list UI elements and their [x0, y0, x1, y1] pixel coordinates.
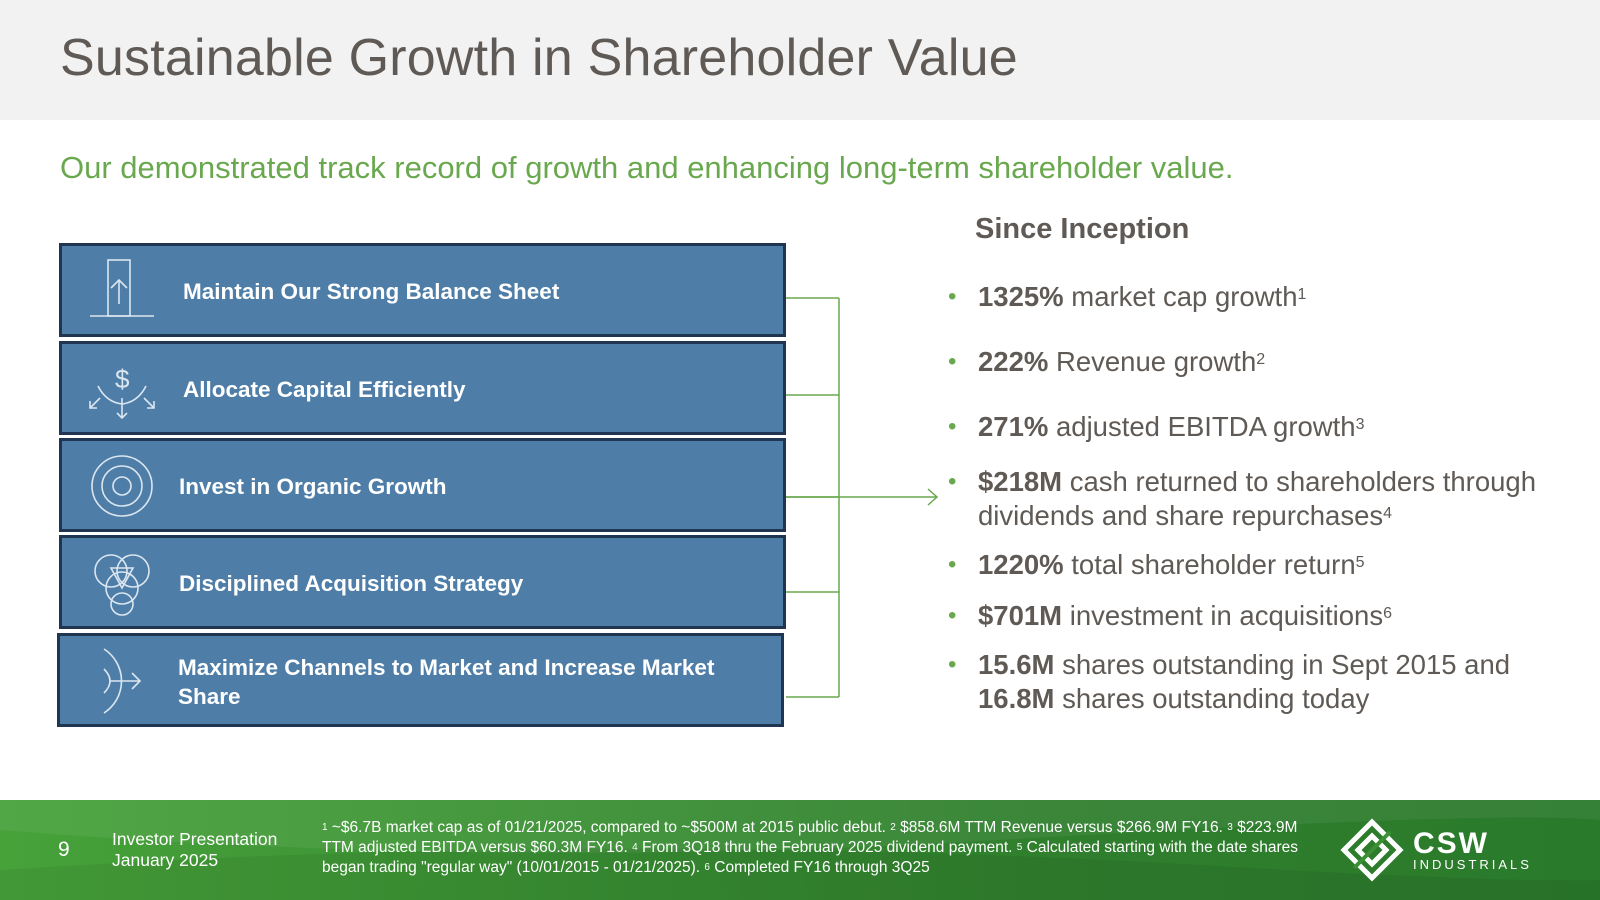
footer-swoosh-decoration	[0, 800, 1600, 900]
bullet-dot-icon: •	[948, 468, 957, 495]
pillar-label: Maintain Our Strong Balance Sheet	[183, 279, 560, 304]
list-item: • 1325% market cap growth1	[948, 281, 1307, 312]
pillar-label: Invest in Organic Growth	[179, 474, 447, 499]
pillar-label: Maximize Channels to Market and Increase…	[178, 655, 715, 709]
since-inception-heading: Since Inception	[975, 213, 1190, 245]
bullet-dot-icon: •	[948, 551, 957, 578]
page-subtitle: Our demonstrated track record of growth …	[60, 150, 1234, 185]
footer-band	[0, 800, 1600, 900]
bullet-dot-icon: •	[948, 283, 957, 310]
list-item: • 222% Revenue growth2	[948, 346, 1266, 377]
csw-logo-icon	[1340, 818, 1404, 882]
pillar-organic: Invest in Organic Growth	[59, 438, 786, 532]
target-icon	[91, 455, 153, 517]
pillar-label: Allocate Capital Efficiently	[183, 377, 466, 402]
list-item: • 271% adjusted EBITDA growth3	[948, 411, 1365, 442]
logo-wordmark: CSW	[1413, 827, 1489, 860]
list-item: • 15.6M shares outstanding in Sept 2015 a…	[948, 649, 1511, 714]
bullet-dot-icon: •	[948, 602, 957, 629]
pillar-acquisition: Disciplined Acquisition Strategy	[59, 535, 786, 629]
pillar-label: Disciplined Acquisition Strategy	[179, 571, 524, 596]
channel-arrow-icon	[103, 648, 142, 714]
page-title: Sustainable Growth in Shareholder Value	[60, 29, 1018, 87]
logo-subtitle: INDUSTRIALS	[1413, 857, 1532, 872]
page-number: 9	[58, 838, 70, 861]
list-item: • $218M cash returned to shareholders thr…	[948, 466, 1536, 531]
dollar-arrows-icon: $	[89, 364, 155, 420]
list-item: • 1220% total shareholder return5	[948, 549, 1365, 580]
bullet-dot-icon: •	[948, 651, 957, 678]
header-band	[0, 0, 1600, 120]
bullet-dot-icon: •	[948, 348, 957, 375]
presentation-label: Investor Presentation January 2025	[112, 829, 278, 870]
pillar-capital: $ Allocate Capital Efficiently	[59, 341, 786, 435]
bullet-dot-icon: •	[948, 413, 957, 440]
interlocking-circles-icon	[94, 554, 150, 616]
balance-sheet-arrow-icon	[90, 259, 154, 317]
list-item: • $701M investment in acquisitions6	[948, 600, 1392, 631]
svg-text:$: $	[115, 364, 130, 394]
pillar-balance-sheet: Maintain Our Strong Balance Sheet	[59, 243, 786, 337]
pillar-channels: Maximize Channels to Market and Increase…	[57, 633, 784, 727]
footnotes: 1 ~$6.7B market cap as of 01/21/2025, co…	[322, 819, 1299, 876]
